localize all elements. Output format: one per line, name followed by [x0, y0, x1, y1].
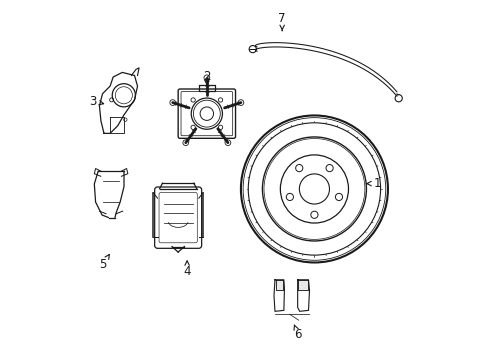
Polygon shape [298, 280, 307, 290]
Circle shape [299, 174, 329, 204]
Text: 5: 5 [99, 255, 109, 271]
Text: 4: 4 [183, 261, 190, 278]
Polygon shape [275, 280, 283, 290]
Circle shape [335, 193, 342, 201]
Text: 2: 2 [203, 69, 210, 85]
Circle shape [285, 193, 293, 201]
Circle shape [310, 211, 317, 219]
Circle shape [200, 107, 213, 120]
Text: 7: 7 [278, 12, 285, 31]
Text: 6: 6 [293, 325, 302, 341]
Text: 3: 3 [89, 95, 103, 108]
Circle shape [295, 165, 302, 172]
Text: 1: 1 [366, 177, 380, 190]
Circle shape [325, 165, 332, 172]
